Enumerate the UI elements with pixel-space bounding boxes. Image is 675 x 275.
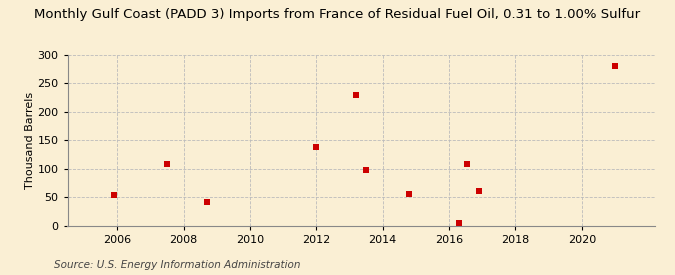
Point bbox=[404, 192, 414, 196]
Point bbox=[201, 199, 212, 204]
Text: Monthly Gulf Coast (PADD 3) Imports from France of Residual Fuel Oil, 0.31 to 1.: Monthly Gulf Coast (PADD 3) Imports from… bbox=[34, 8, 641, 21]
Y-axis label: Thousand Barrels: Thousand Barrels bbox=[24, 92, 34, 189]
Point bbox=[462, 161, 472, 166]
Point bbox=[311, 144, 322, 149]
Point bbox=[454, 221, 464, 225]
Point bbox=[610, 64, 620, 68]
Text: Source: U.S. Energy Information Administration: Source: U.S. Energy Information Administ… bbox=[54, 260, 300, 270]
Point bbox=[360, 167, 371, 172]
Point bbox=[109, 193, 119, 197]
Point bbox=[473, 189, 484, 193]
Point bbox=[161, 161, 172, 166]
Point bbox=[351, 93, 362, 97]
